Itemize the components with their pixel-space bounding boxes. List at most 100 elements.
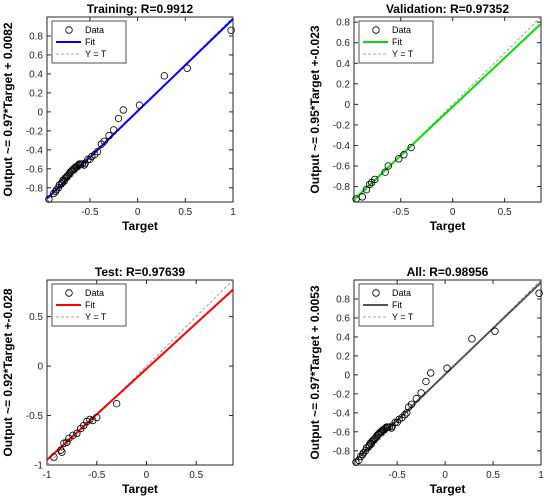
data-point: [160, 72, 169, 80]
data-point: [380, 426, 388, 434]
data-point: [63, 438, 71, 446]
y-tick-label: -0.6: [333, 162, 351, 173]
y-axis-label: Output ~= 0.95*Target +-0.023: [308, 25, 322, 194]
data-point: [535, 289, 543, 297]
y-tick-label: -1: [34, 461, 43, 472]
data-point: [369, 436, 377, 445]
x-axis-label: Target: [122, 219, 158, 233]
data-point: [93, 413, 101, 422]
y-tick-label: -0.5: [26, 411, 44, 422]
data-point: [491, 327, 499, 335]
y-tick-label: 0.2: [336, 79, 350, 90]
legend-label-identity: Y = T: [392, 49, 414, 59]
legend-label-data: Data: [85, 25, 104, 35]
legend-label-fit: Fit: [392, 300, 402, 310]
lines-group: [354, 17, 541, 202]
data-point: [70, 165, 79, 173]
fit-line: [354, 23, 541, 201]
data-point: [394, 155, 403, 163]
y-tick-label: 0.2: [29, 88, 43, 99]
chart-panel-2: -0.5 0 0.5 -0.8 -0.6 -0.4 -0.2 0 0.2 0.4 0.6 0.8 Dat…: [308, 2, 542, 233]
data-point: [383, 423, 392, 431]
y-tick-label: 0.8: [336, 18, 350, 29]
data-point: [407, 400, 416, 408]
data-point: [69, 166, 77, 174]
y-tick-label: -0.8: [26, 183, 44, 194]
data-point: [227, 26, 235, 34]
data-point: [358, 193, 367, 201]
data-point: [373, 431, 381, 440]
data-point: [63, 172, 71, 181]
y-tick-label: -0.2: [333, 120, 351, 131]
data-point: [80, 161, 88, 169]
data-point: [57, 446, 65, 454]
data-point: [73, 429, 81, 438]
data-point: [387, 424, 396, 432]
data-point: [69, 431, 77, 440]
y-tick-label: 0.6: [336, 38, 350, 49]
chart-panel-4: -0.5 0 0.5 1 -0.8 -0.6 -0.4 -0.2 0 0.2 0.4 0.6 0.8 Da…: [308, 265, 544, 496]
x-tick-label: 0.5: [178, 207, 192, 218]
x-axis-label: Target: [430, 219, 466, 233]
data-point: [381, 168, 389, 176]
y-tick-label: 0.8: [29, 31, 43, 42]
fit-line: [47, 288, 233, 461]
legend-label-fit: Fit: [392, 37, 402, 47]
data-point: [51, 187, 60, 196]
y-tick-label: -0.2: [26, 126, 44, 137]
data-point: [417, 389, 425, 397]
data-point: [391, 418, 399, 427]
y-tick-label: 0.4: [336, 59, 350, 70]
chart-title: Validation: R=0.97352: [386, 2, 509, 16]
data-point: [119, 106, 128, 114]
x-tick-label: 0: [135, 207, 141, 218]
y-tick-label: -0.4: [333, 408, 351, 419]
legend-label-data: Data: [392, 288, 411, 298]
y-tick-label: -0.6: [333, 427, 351, 438]
legend-label-fit: Fit: [85, 300, 95, 310]
data-point: [67, 167, 75, 176]
chart-title: Training: R=0.9912: [87, 2, 194, 16]
data-point: [112, 399, 121, 408]
data-point: [403, 409, 411, 417]
legend: Data Fit Y = T: [358, 283, 434, 327]
data-point: [114, 114, 123, 123]
legend-label-data: Data: [85, 288, 104, 298]
y-tick-label: 0.4: [29, 69, 43, 80]
x-tick-label: -0.5: [88, 470, 106, 481]
data-point: [365, 180, 374, 189]
lines-group: [47, 280, 233, 465]
data-point: [76, 160, 85, 168]
data-point: [74, 161, 83, 169]
y-tick-label: -0.4: [333, 141, 351, 152]
data-point: [374, 430, 382, 439]
data-point: [45, 195, 53, 203]
y-tick-label: -0.2: [333, 389, 351, 400]
chart-title: All: R=0.98956: [407, 265, 489, 279]
data-point: [401, 411, 409, 419]
data-point: [385, 423, 394, 431]
x-axis-label: Target: [430, 482, 466, 496]
data-point: [61, 174, 69, 182]
x-axis-label: Target: [122, 482, 158, 496]
data-point: [366, 439, 375, 447]
chart-panel-3: -1 -0.5 0 0.5 -1 -0.5 0 0.5 Data Fit Y = T Test: R=…: [1, 265, 234, 496]
x-tick-label: 1: [230, 207, 236, 218]
data-point: [422, 377, 430, 386]
data-point: [49, 189, 58, 198]
data-point: [55, 181, 64, 189]
data-point: [400, 151, 408, 159]
legend-label-fit: Fit: [85, 37, 95, 47]
x-tick-label: 1: [538, 470, 544, 481]
y-axis-label: Output ~= 0.92*Target +-0.028: [1, 288, 15, 457]
data-point: [412, 394, 421, 403]
data-point: [62, 173, 70, 182]
y-tick-label: 0.4: [336, 332, 350, 343]
data-point: [384, 162, 392, 170]
data-point: [84, 155, 92, 164]
legend-box: [51, 283, 127, 327]
data-point: [427, 369, 435, 377]
y-tick-label: 0: [344, 100, 350, 111]
data-point: [362, 444, 371, 452]
